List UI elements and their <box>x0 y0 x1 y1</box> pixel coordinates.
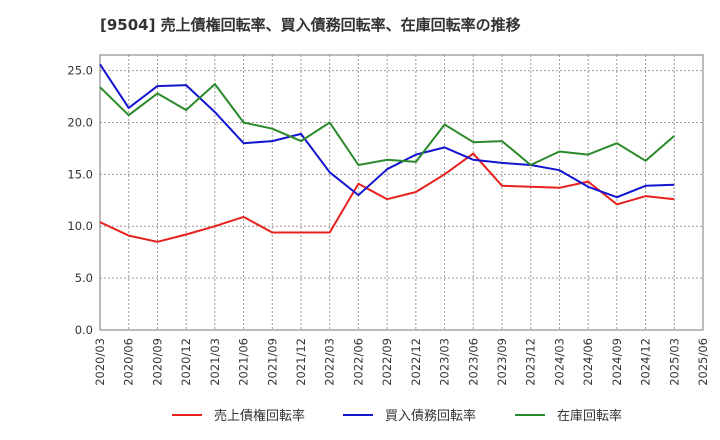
x-tick-label: 2022/03 <box>323 338 337 386</box>
legend-label-1: 売上債権回転率 <box>214 408 305 424</box>
x-tick-label: 2023/06 <box>466 338 480 386</box>
x-tick-label: 2020/12 <box>179 338 193 386</box>
legend: 売上債権回転率 買入債務回転率 在庫回転率 <box>172 408 622 424</box>
x-tick-label: 2021/06 <box>237 338 251 386</box>
series-layer <box>99 63 675 243</box>
x-tick-label: 2021/03 <box>208 338 222 386</box>
series-line-2 <box>99 63 675 199</box>
x-tick-label: 2025/03 <box>667 338 681 386</box>
x-tick-label: 2021/09 <box>265 338 279 386</box>
x-tick-label: 2024/03 <box>552 338 566 386</box>
x-tick-label: 2024/12 <box>639 338 653 386</box>
x-tick-label: 2022/06 <box>351 338 365 386</box>
x-tick-label: 2025/06 <box>696 338 710 386</box>
x-tick-label: 2022/12 <box>409 338 423 386</box>
y-tick-label: 5.0 <box>75 271 93 285</box>
series-line-3 <box>99 83 675 166</box>
x-tick-label: 2023/12 <box>524 338 538 386</box>
series-line-1 <box>99 152 675 243</box>
grid-layer <box>100 55 703 330</box>
y-tick-label: 25.0 <box>67 64 93 78</box>
y-tick-label: 20.0 <box>67 115 93 129</box>
plot-frame <box>99 54 704 331</box>
legend-label-3: 在庫回転率 <box>557 408 622 424</box>
y-tick-label: 15.0 <box>67 167 93 181</box>
x-tick-label: 2022/09 <box>380 338 394 386</box>
x-tick-label: 2020/03 <box>93 338 107 386</box>
axis-layer: 2020/03 2020/06 2020/09 2020/12 2021/03 2021/… <box>67 64 710 386</box>
y-tick-label: 0.0 <box>75 323 93 337</box>
x-tick-label: 2023/03 <box>438 338 452 386</box>
x-tick-label: 2020/09 <box>150 338 164 386</box>
legend-label-2: 買入債務回転率 <box>385 408 476 424</box>
x-tick-label: 2024/09 <box>610 338 624 386</box>
y-tick-label: 10.0 <box>67 219 93 233</box>
x-tick-label: 2021/12 <box>294 338 308 386</box>
x-tick-label: 2024/06 <box>581 338 595 386</box>
chart-title: [9504] 売上債権回転率、買入債務回転率、在庫回転率の推移 <box>100 16 521 34</box>
x-tick-label: 2020/06 <box>122 338 136 386</box>
x-tick-label: 2023/09 <box>495 338 509 386</box>
